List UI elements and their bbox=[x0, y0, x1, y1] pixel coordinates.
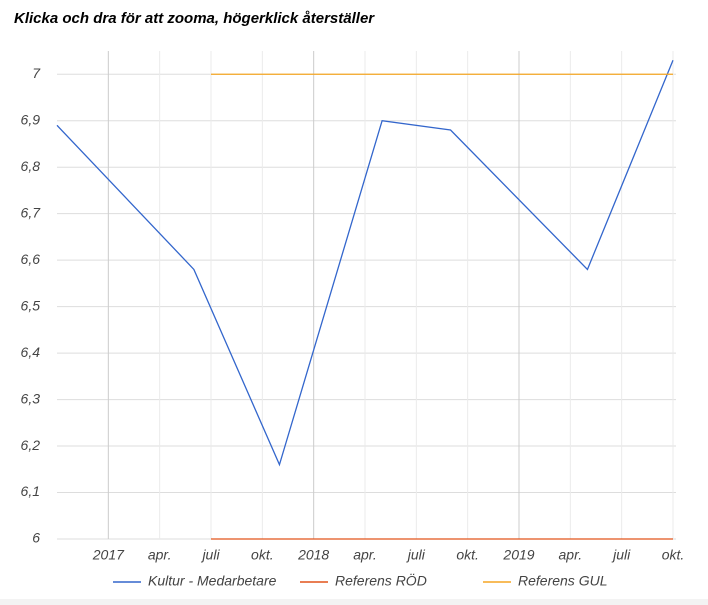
series-line bbox=[56, 60, 674, 467]
x-tick-label: okt. bbox=[456, 547, 479, 563]
y-tick-label: 6,8 bbox=[21, 158, 41, 174]
y-tick-label: 6,1 bbox=[21, 483, 40, 499]
y-tick-label: 6,7 bbox=[21, 204, 42, 220]
y-tick-label: 6,2 bbox=[21, 437, 41, 453]
x-tick-label: juli bbox=[200, 547, 220, 563]
x-tick-label: apr. bbox=[559, 547, 583, 563]
x-tick-label: 2019 bbox=[502, 547, 534, 563]
y-tick-label: 6,3 bbox=[21, 390, 41, 406]
y-tick-label: 6,6 bbox=[21, 251, 41, 267]
y-tick-label: 7 bbox=[32, 65, 41, 81]
y-tick-label: 6,5 bbox=[21, 297, 41, 313]
y-tick-label: 6 bbox=[32, 530, 40, 546]
legend-label: Referens GUL bbox=[518, 573, 607, 589]
x-tick-label: apr. bbox=[353, 547, 377, 563]
y-tick-label: 6,9 bbox=[21, 111, 41, 127]
x-tick-label: okt. bbox=[662, 547, 685, 563]
x-tick-label: 2017 bbox=[92, 547, 125, 563]
x-tick-label: juli bbox=[406, 547, 426, 563]
x-tick-label: 2018 bbox=[297, 547, 329, 563]
footer-strip bbox=[0, 599, 708, 605]
legend-label: Kultur - Medarbetare bbox=[148, 573, 277, 589]
x-tick-label: juli bbox=[611, 547, 631, 563]
legend-label: Referens RÖD bbox=[335, 572, 427, 589]
x-tick-label: apr. bbox=[148, 547, 172, 563]
chart-title: Klicka och dra för att zooma, högerklick… bbox=[14, 10, 375, 27]
y-tick-label: 6,4 bbox=[21, 344, 41, 360]
x-tick-label: okt. bbox=[251, 547, 274, 563]
